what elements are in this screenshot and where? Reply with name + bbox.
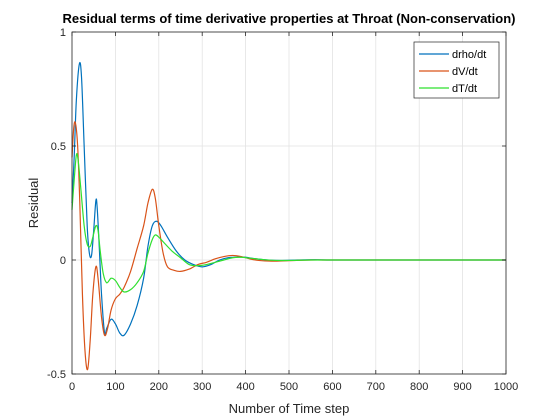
legend-label-dv-dt: dV/dt	[452, 66, 478, 78]
x-tick-label: 800	[410, 381, 428, 393]
y-tick-label: 0	[60, 255, 66, 267]
series-line-dt-dt	[71, 153, 506, 293]
y-tick-label: 1	[60, 27, 66, 39]
legend-label-drho-dt: drho/dt	[452, 49, 486, 61]
y-axis-label: Residual	[26, 178, 41, 229]
legend: drho/dt dV/dt dT/dt	[413, 41, 500, 99]
x-tick-label: 900	[453, 381, 471, 393]
x-tick-label: 0	[69, 381, 75, 393]
y-tick-label: 0.5	[51, 141, 66, 153]
chart-title: Residual terms of time derivative proper…	[63, 11, 516, 26]
tick-layer: 0 100 200 300 400 500 600 700 800 900 1000-0.500.5…	[47, 27, 518, 393]
y-tick-label: -0.5	[47, 369, 66, 381]
x-tick-label: 100	[106, 381, 124, 393]
x-tick-label: 200	[150, 381, 168, 393]
x-tick-label: 700	[367, 381, 385, 393]
x-axis-label: Number of Time step	[229, 401, 350, 416]
x-tick-label: 500	[280, 381, 298, 393]
legend-label-dt-dt: dT/dt	[452, 83, 477, 95]
x-tick-label: 1000	[494, 381, 518, 393]
x-tick-label: 600	[323, 381, 341, 393]
legend-box	[413, 41, 500, 99]
x-tick-label: 400	[236, 381, 254, 393]
series-layer	[71, 61, 506, 371]
x-tick-label: 300	[193, 381, 211, 393]
series-line-dv-dt	[71, 121, 506, 371]
